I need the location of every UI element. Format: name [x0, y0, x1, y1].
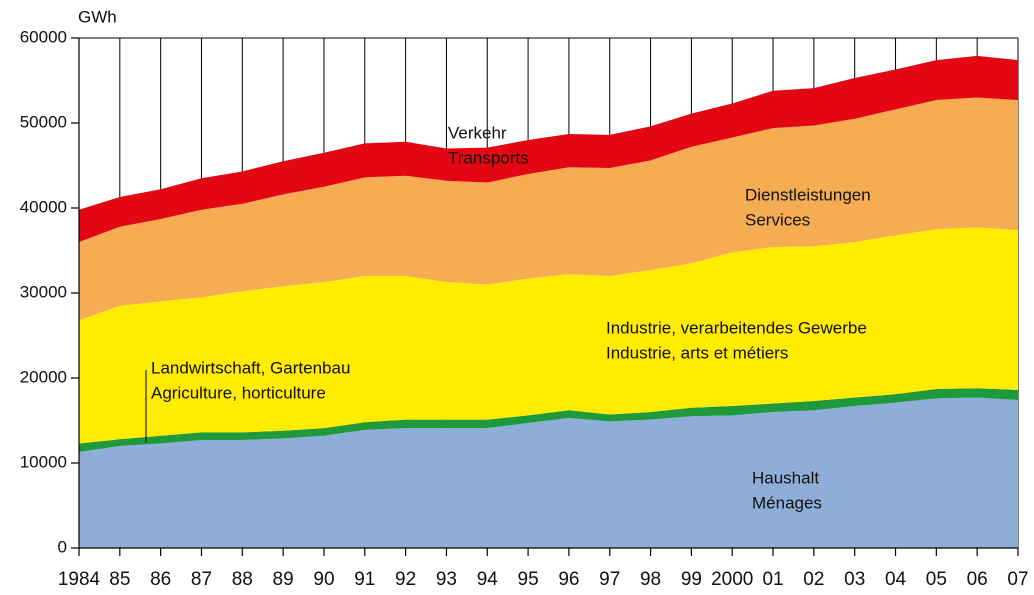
x-tick-label: 98: [640, 569, 661, 590]
x-tick-label: 85: [109, 569, 130, 590]
series-label: Agriculture, horticulture: [151, 383, 326, 402]
area: [79, 97, 1018, 321]
y-tick-label: 10000: [20, 452, 67, 471]
x-tick-label: 04: [885, 569, 907, 590]
series-label: Haushalt: [752, 468, 819, 487]
x-tick-label: 06: [967, 569, 988, 590]
x-tick-label: 86: [150, 569, 171, 590]
x-tick-label: 89: [273, 569, 294, 590]
x-tick-label: 1984: [58, 569, 101, 590]
series-label: Verkehr: [448, 123, 507, 142]
x-tick-label: 03: [844, 569, 865, 590]
y-tick-label: 20000: [20, 367, 67, 386]
area: [79, 397, 1018, 548]
series-label: Landwirtschaft, Gartenbau: [151, 358, 350, 377]
y-axis-unit: GWh: [78, 7, 117, 26]
series-label: Transports: [448, 148, 529, 167]
x-tick-label: 95: [518, 569, 539, 590]
y-tick-label: 40000: [20, 197, 67, 216]
x-tick-label: 02: [803, 569, 824, 590]
series-label: Industrie, arts et métiers: [606, 343, 788, 362]
x-tick-label: 2000: [711, 569, 753, 590]
x-tick-label: 88: [232, 569, 253, 590]
x-tick-label: 05: [926, 569, 947, 590]
x-tick-label: 96: [558, 569, 579, 590]
x-tick-label: 99: [681, 569, 702, 590]
x-tick-label: 90: [313, 569, 334, 590]
y-tick-label: 60000: [20, 27, 67, 46]
x-tick-label: 07: [1007, 569, 1028, 590]
y-tick-label: 50000: [20, 112, 67, 131]
x-tick-label: 87: [191, 569, 212, 590]
x-tick-label: 94: [477, 569, 499, 590]
x-tick-label: 93: [436, 569, 457, 590]
x-tick-label: 97: [599, 569, 620, 590]
area: [79, 55, 1018, 242]
x-tick-label: 91: [354, 569, 375, 590]
series-label: Ménages: [752, 493, 822, 512]
x-tick-label: 01: [762, 569, 783, 590]
series-label: Industrie, verarbeitendes Gewerbe: [606, 318, 867, 337]
area: [79, 227, 1018, 444]
area: [79, 388, 1018, 452]
y-tick-label: 0: [58, 537, 67, 556]
y-tick-label: 30000: [20, 282, 67, 301]
x-tick-label: 92: [395, 569, 416, 590]
series-label: Services: [745, 210, 810, 229]
series-label: Dienstleistungen: [745, 185, 871, 204]
